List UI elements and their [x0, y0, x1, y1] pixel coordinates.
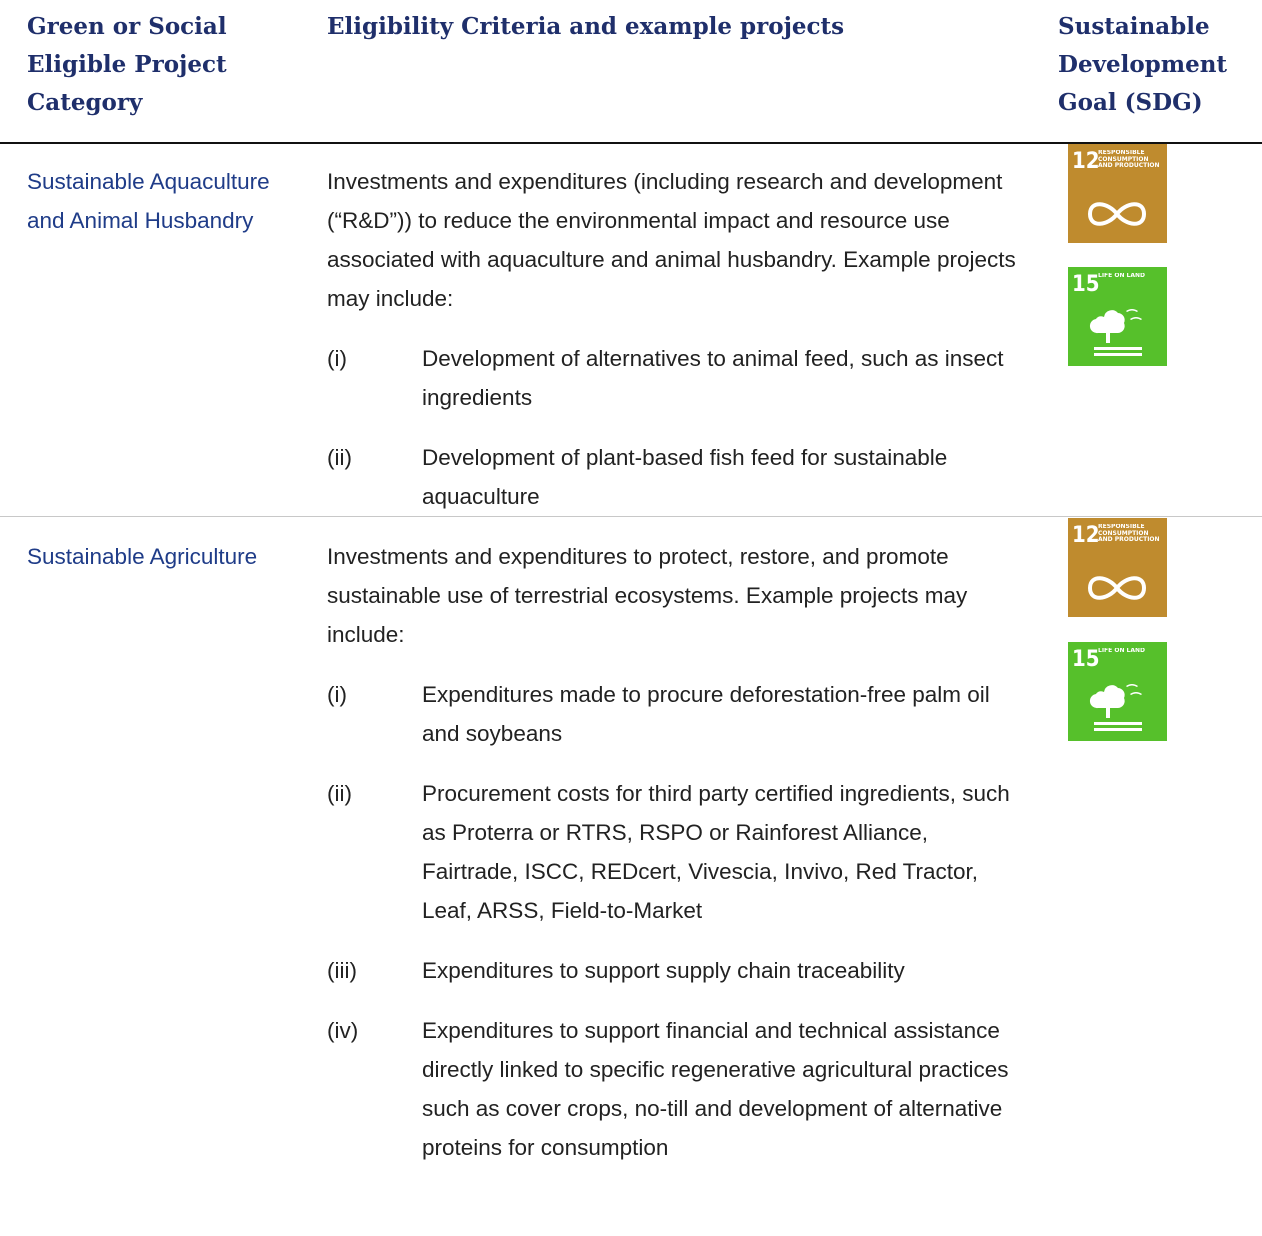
item-text: Development of plant-based fish feed for… [422, 445, 948, 509]
category: Sustainable Agriculture [27, 544, 258, 569]
description-block: Investments and expenditures (including … [327, 162, 1047, 516]
category: Sustainable Aquaculture and Animal Husba… [27, 169, 270, 233]
sdg-number: 12 [1072, 149, 1100, 174]
list-item: (i) Expenditures made to procure deforest… [327, 675, 1047, 753]
sdg-title: LIFE ON LAND [1098, 648, 1146, 654]
sdg-number: 15 [1072, 647, 1100, 672]
row-rule [0, 516, 1262, 517]
description: Investments and expenditures (including … [327, 169, 1016, 311]
description-block: Investments and expenditures to protect,… [327, 537, 1047, 1167]
sdg-title: LIFE ON LAND [1098, 273, 1146, 279]
item-text: Expenditures to support supply chain tra… [422, 958, 905, 983]
list-item: (iii) Expenditures to support supply chai… [327, 951, 1047, 990]
sdg-symbol [1089, 309, 1142, 356]
column-header: Eligibility Criteria and example project… [327, 13, 845, 40]
header-rule [0, 142, 1262, 144]
sdg-title: RESPONSIBLE CONSUMPTION AND PRODUCTION [1098, 524, 1160, 543]
sdg-symbol [1089, 684, 1142, 731]
list-item: (i) Development of alternatives to animal… [327, 339, 1047, 417]
item-text: Development of alternatives to animal fe… [422, 346, 1004, 410]
item-label: (iii) [327, 958, 357, 983]
column-header: Sustainable Development Goal (SDG) [1058, 13, 1228, 116]
list-item: (ii) Development of plant-based fish feed… [327, 438, 1047, 516]
sdg-title-box: LIFE ON LAND [1098, 648, 1146, 654]
item-text: Procurement costs for third party certif… [422, 781, 1010, 923]
sdg-title-box: RESPONSIBLE CONSUMPTION AND PRODUCTION [1098, 150, 1160, 169]
sdg-title: RESPONSIBLE CONSUMPTION AND PRODUCTION [1098, 150, 1160, 169]
item-text: Expenditures to support financial and te… [422, 1018, 1009, 1160]
list-item: (ii) Procurement costs for third party ce… [327, 774, 1047, 930]
item-label: (ii) [327, 781, 352, 806]
sdg-title-box: RESPONSIBLE CONSUMPTION AND PRODUCTION [1098, 524, 1160, 543]
sdg-title-box: LIFE ON LAND [1098, 273, 1146, 279]
description: Investments and expenditures to protect,… [327, 544, 968, 647]
sdg-background [1068, 144, 1167, 243]
item-label: (i) [327, 682, 347, 707]
sdg-number: 15 [1072, 272, 1100, 297]
sdg-symbol [1087, 576, 1147, 600]
sdg-number: 12 [1072, 523, 1100, 548]
list-item: (iv) Expenditures to support financial an… [327, 1011, 1047, 1167]
column-header: Green or Social Eligible Project Categor… [27, 13, 227, 116]
sdg-symbol [1087, 202, 1147, 226]
item-label: (ii) [327, 445, 352, 470]
item-label: (i) [327, 346, 347, 371]
item-text: Expenditures made to procure deforestati… [422, 682, 990, 746]
sdg-background [1068, 518, 1167, 617]
item-label: (iv) [327, 1018, 359, 1043]
